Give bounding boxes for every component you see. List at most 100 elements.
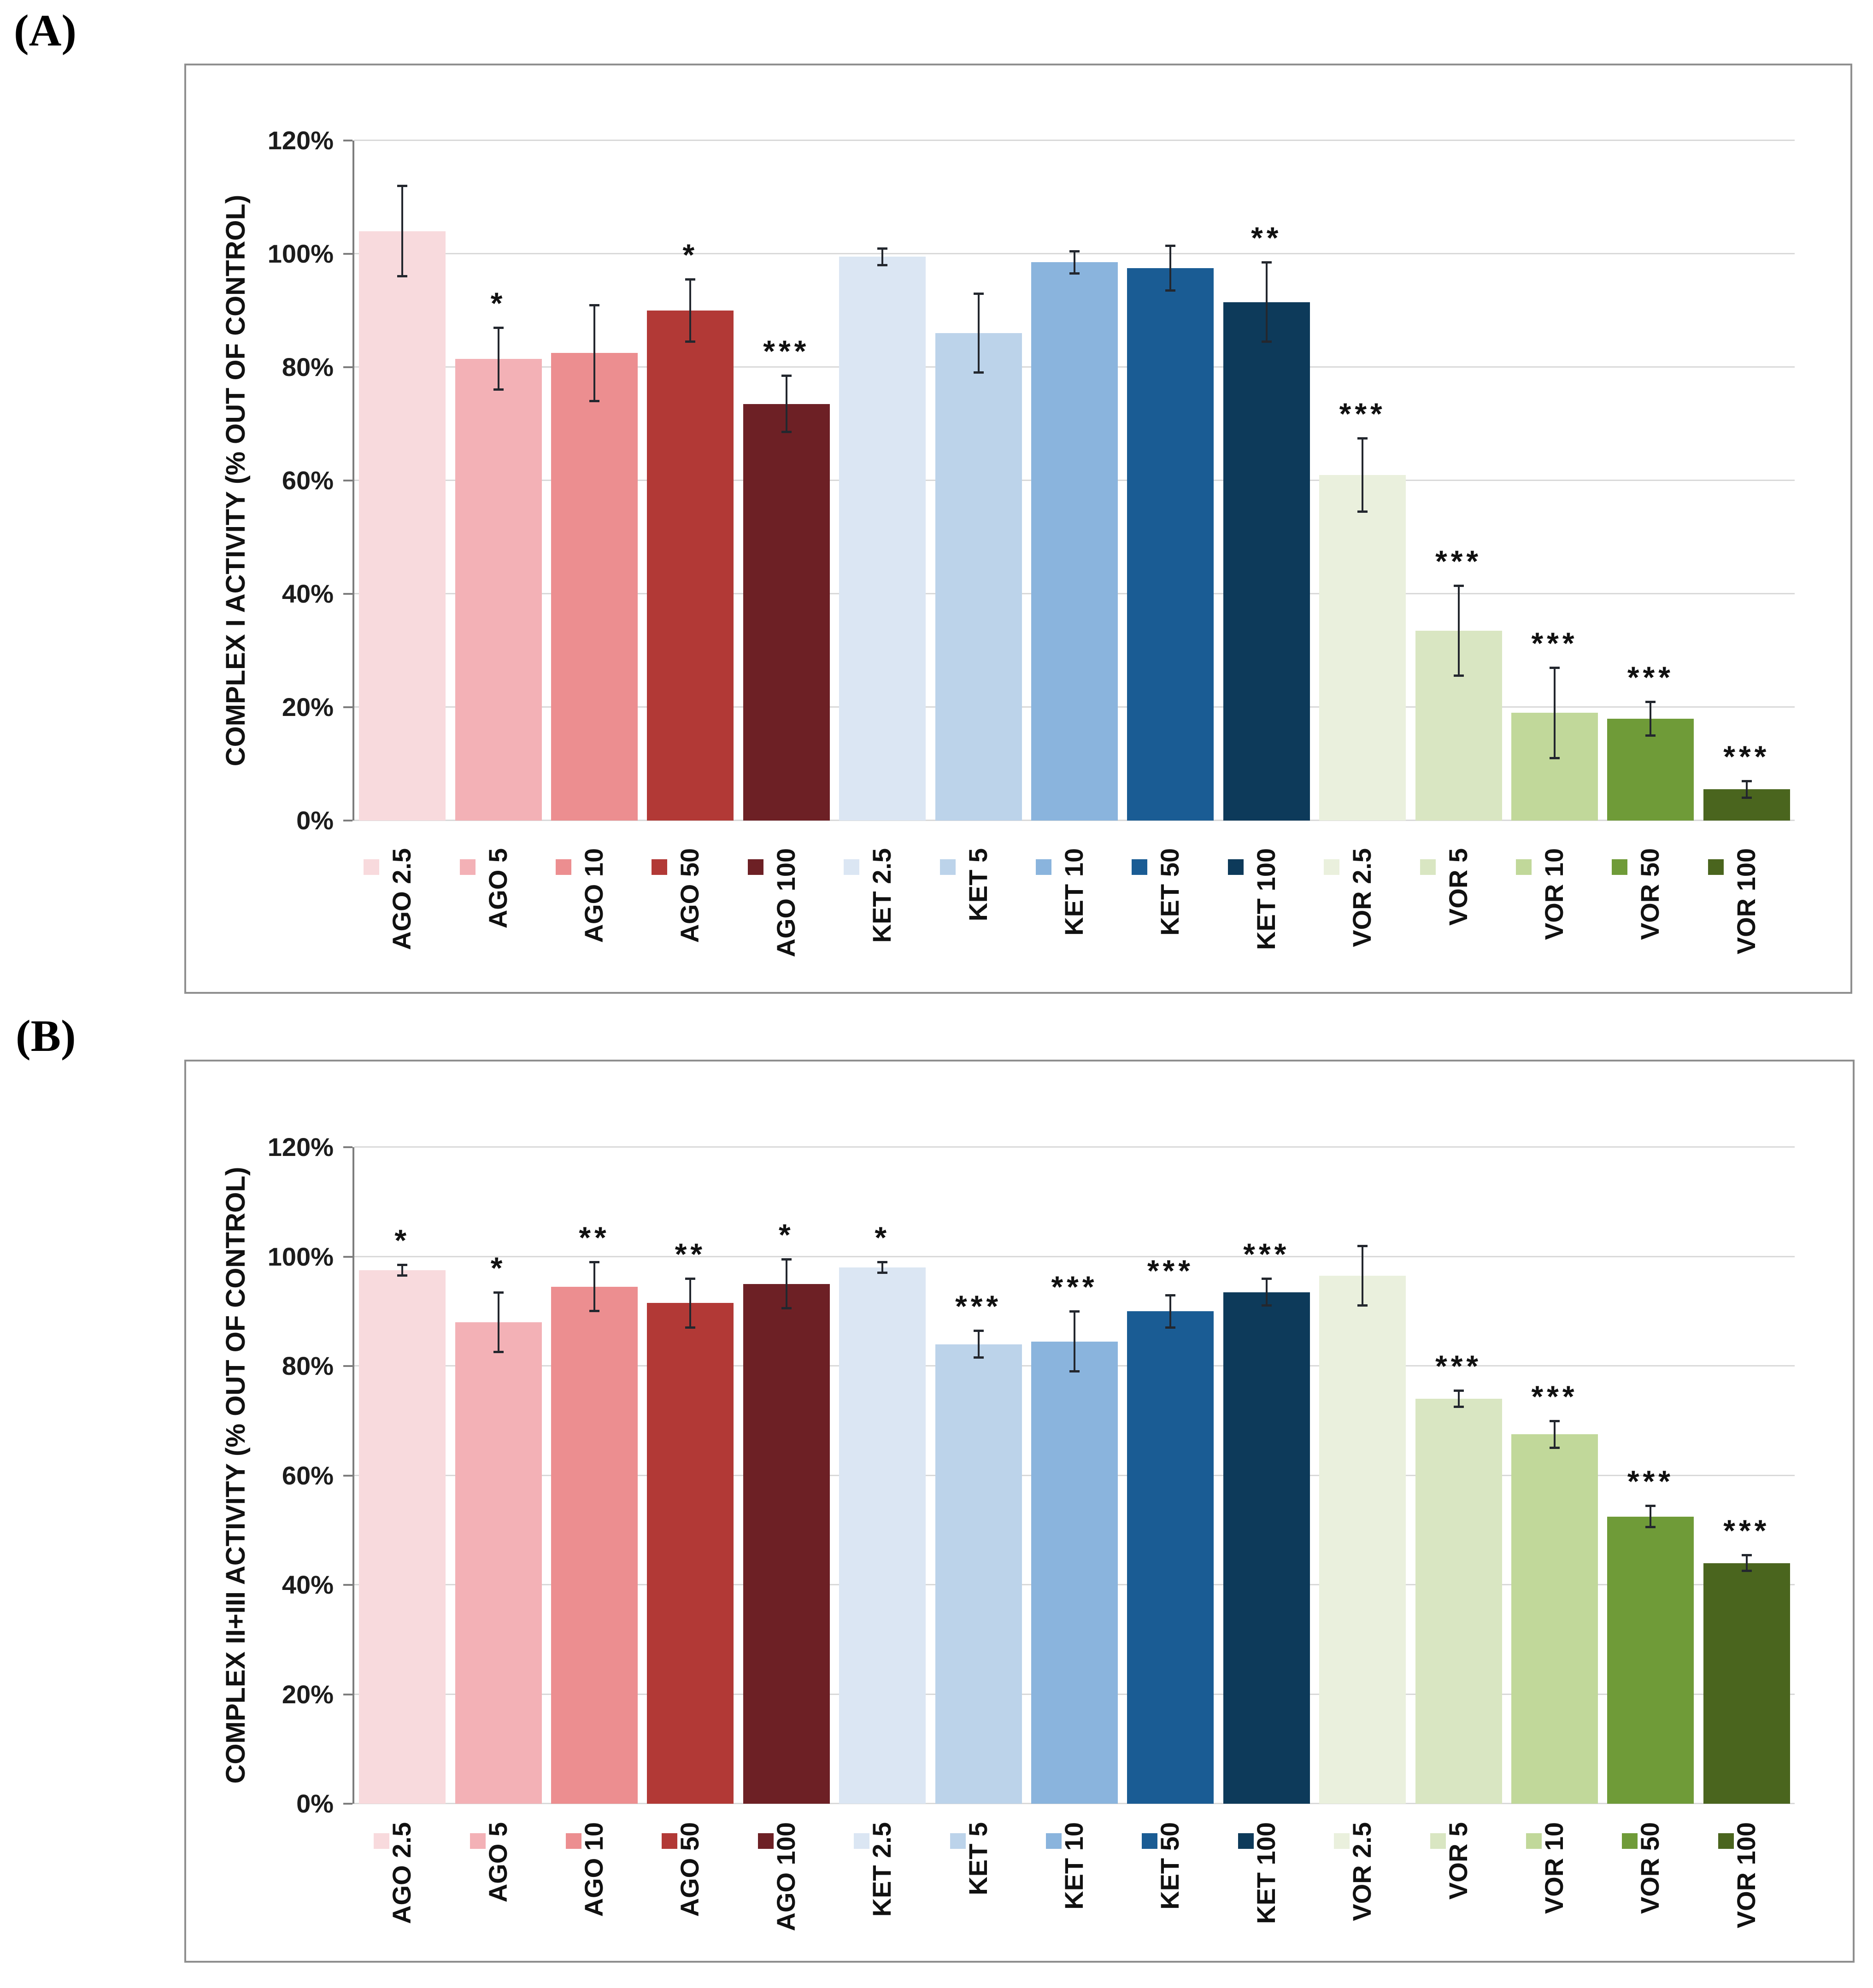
error-bar-cap [1645, 1526, 1656, 1529]
error-bar-cap [1741, 1554, 1752, 1556]
error-bar-cap [781, 375, 792, 377]
error-bar-cap [397, 1274, 408, 1277]
bar [455, 358, 542, 821]
error-bar [1650, 1505, 1652, 1528]
bar [1223, 302, 1310, 821]
error-bar-cap [1357, 510, 1368, 513]
error-bar-cap [1165, 1294, 1176, 1296]
error-bar-cap [1261, 1304, 1272, 1307]
x-axis-label: AGO 50 [675, 848, 705, 943]
legend-key-swatch [556, 859, 571, 875]
x-axis-label: KET 50 [1155, 848, 1185, 936]
error-bar [881, 1262, 884, 1273]
x-axis-label: KET 50 [1155, 1822, 1185, 1910]
error-bar-cap [397, 185, 408, 188]
error-bar [1265, 262, 1268, 342]
significance-marker: *** [1723, 739, 1770, 774]
y-tick-label: 60% [282, 466, 334, 495]
error-bar [1745, 780, 1748, 798]
error-bar-cap [589, 1261, 599, 1264]
bar [1031, 262, 1118, 821]
y-axis-tick [343, 1146, 352, 1148]
significance-marker: ** [675, 1237, 706, 1271]
error-bar-cap [1261, 261, 1272, 264]
error-bar-cap [1261, 340, 1272, 343]
x-axis-label: VOR 50 [1635, 848, 1665, 940]
error-bar [1074, 251, 1075, 274]
error-bar-cap [877, 1272, 888, 1274]
significance-marker: * [394, 1223, 411, 1258]
legend-key-swatch [1142, 1833, 1158, 1849]
gridline [354, 1255, 1795, 1257]
legend-key-swatch [652, 859, 668, 875]
y-tick-label: 120% [267, 1132, 334, 1161]
legend-key-swatch [470, 1833, 486, 1849]
error-bar-cap [1453, 674, 1464, 677]
legend-key-swatch [1046, 1833, 1062, 1849]
x-axis-label: KET 100 [1251, 848, 1280, 950]
legend-key-swatch [1036, 859, 1051, 875]
significance-marker: *** [1627, 660, 1674, 694]
y-tick-label: 120% [267, 126, 334, 155]
error-bar-cap [1357, 437, 1368, 440]
error-bar [1169, 245, 1172, 291]
error-bar-cap [589, 1310, 599, 1313]
significance-marker: *** [763, 334, 810, 369]
x-axis-label: AGO 5 [483, 848, 512, 929]
plot-area-b: 0% 20% 40% 60% 80% 100% 120% * AGO 2.5 * AGO 5 ** AG… [268, 1132, 1795, 1931]
panel-label-a: (A) [14, 6, 77, 56]
y-axis-tick [343, 1693, 352, 1695]
error-bar-cap [1645, 1504, 1656, 1507]
error-bar [1362, 438, 1364, 512]
legend-key-swatch [566, 1833, 581, 1849]
error-bar-cap [1741, 796, 1752, 799]
error-bar-cap [1261, 1278, 1272, 1280]
significance-marker: *** [1531, 1379, 1578, 1413]
y-tick-label: 20% [282, 1679, 334, 1709]
significance-marker: ** [579, 1220, 610, 1255]
y-tick-label: 40% [282, 579, 334, 608]
y-tick-label: 60% [282, 1460, 334, 1490]
legend-key-swatch [1324, 859, 1340, 875]
error-bar-cap [493, 326, 504, 329]
y-axis-tick [343, 1474, 352, 1477]
error-bar-cap [397, 275, 408, 278]
error-bar-cap [1741, 780, 1752, 782]
error-bar-cap [493, 388, 504, 391]
error-bar-cap [1165, 1326, 1176, 1329]
error-bar [401, 186, 404, 277]
y-tick-label: 0% [296, 806, 334, 835]
error-bar-cap [973, 1329, 984, 1332]
bar [743, 1284, 830, 1804]
error-bar [497, 1292, 499, 1353]
legend-key-swatch [1238, 1833, 1254, 1849]
significance-marker: *** [1147, 1253, 1194, 1288]
error-bar-cap [1550, 1447, 1560, 1449]
y-axis-tick [343, 1365, 352, 1367]
error-bar-cap [685, 1278, 696, 1280]
significance-marker: * [682, 238, 699, 272]
bar [1703, 1563, 1790, 1804]
legend-key-swatch [747, 859, 763, 875]
x-axis-label: AGO 100 [771, 848, 800, 957]
bar [935, 333, 1022, 821]
bar [455, 1322, 542, 1804]
legend-key-swatch [1227, 859, 1244, 875]
error-bar-cap [685, 278, 696, 281]
legend-key-swatch [1622, 1833, 1638, 1849]
error-bar-cap [1069, 272, 1080, 275]
legend-key-swatch [1612, 859, 1628, 875]
error-bar-cap [1069, 250, 1080, 252]
bar [1511, 1434, 1598, 1804]
error-bar-cap [1453, 1406, 1464, 1408]
error-bar [593, 305, 595, 401]
significance-marker: *** [1339, 396, 1386, 431]
bar [551, 1286, 638, 1804]
bar [1607, 1516, 1694, 1804]
error-bar-cap [1069, 1310, 1080, 1313]
y-axis-tick [343, 1803, 352, 1805]
significance-marker: *** [1243, 1237, 1290, 1271]
y-tick-label: 0% [296, 1789, 334, 1818]
significance-marker: ** [1251, 221, 1282, 255]
legend-key-swatch [844, 859, 860, 875]
